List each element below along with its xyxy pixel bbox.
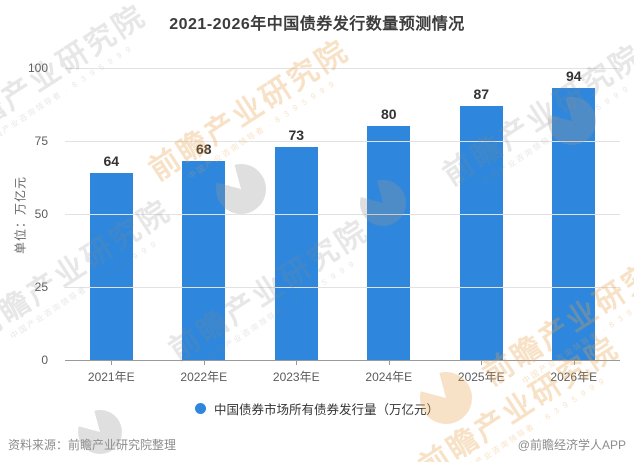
x-axis-slot: 2021年E xyxy=(65,361,158,386)
bar-slot: 94 xyxy=(528,68,621,360)
footer: 资料来源：前瞻产业研究院整理 @前瞻经济学人APP xyxy=(8,436,626,453)
x-axis-tick xyxy=(481,361,483,365)
gridline xyxy=(65,68,620,69)
bar-slot: 73 xyxy=(250,68,343,360)
x-axis-tick-label: 2021年E xyxy=(87,370,135,384)
x-axis-tick xyxy=(203,361,205,365)
source-note: 资料来源：前瞻产业研究院整理 xyxy=(8,438,177,452)
x-axis-tick xyxy=(573,361,575,365)
x-axis-tick-label: 2022年E xyxy=(180,370,228,384)
bar-value-label: 73 xyxy=(288,126,305,143)
x-axis-slot: 2022年E xyxy=(158,361,251,386)
bar-2024年E[interactable] xyxy=(367,126,411,360)
chart-title: 2021-2026年中国债券发行数量预测情况 xyxy=(169,16,465,33)
y-axis-tick-label: 75 xyxy=(34,134,48,148)
bar-2023年E[interactable] xyxy=(274,146,318,360)
gridline xyxy=(65,141,620,142)
x-axis-tick xyxy=(111,361,113,365)
x-axis-tick-label: 2026年E xyxy=(550,370,598,384)
bar-slot: 64 xyxy=(65,68,158,360)
bar-2021年E[interactable] xyxy=(89,173,133,360)
x-axis-tick xyxy=(388,361,390,365)
brand-note: @前瞻经济学人APP xyxy=(517,438,626,452)
bar-value-label: 80 xyxy=(380,106,397,123)
x-axis-tick-label: 2025年E xyxy=(457,370,505,384)
plot-area: 64 68 73 80 87 94 xyxy=(65,68,620,361)
x-axis-slot: 2026年E xyxy=(528,361,621,386)
bar-2026年E[interactable] xyxy=(552,88,596,360)
bar-value-label: 87 xyxy=(473,85,490,102)
legend-marker-icon xyxy=(194,403,206,414)
bar-value-label: 64 xyxy=(103,153,120,170)
bar-slot: 80 xyxy=(343,68,436,360)
bar-slot: 68 xyxy=(158,68,251,360)
x-axis-tick xyxy=(296,361,298,365)
x-axis-slot: 2023年E xyxy=(250,361,343,386)
x-axis-slot: 2025年E xyxy=(435,361,528,386)
legend-label: 中国债券市场所有债券发行量（万亿元） xyxy=(213,403,439,417)
x-axis-labels: 2021年E 2022年E 2023年E 2024年E 2025年E 2026年E xyxy=(65,361,620,386)
bar-2025年E[interactable] xyxy=(459,105,503,360)
x-axis-slot: 2024年E xyxy=(343,361,436,386)
bar-slot: 87 xyxy=(435,68,528,360)
x-axis-tick-label: 2024年E xyxy=(365,370,413,384)
gridline xyxy=(65,214,620,215)
gridline xyxy=(65,287,620,288)
legend[interactable]: 中国债券市场所有债券发行量（万亿元） xyxy=(0,399,634,418)
y-axis-tick-label: 50 xyxy=(34,207,48,221)
bar-2022年E[interactable] xyxy=(182,161,226,360)
bar-value-label: 68 xyxy=(195,141,212,158)
y-axis-tick-label: 100 xyxy=(27,61,48,75)
y-axis-tick-label: 0 xyxy=(41,353,48,367)
y-axis-tick-label: 25 xyxy=(34,280,48,294)
bars-row: 64 68 73 80 87 94 xyxy=(65,68,620,360)
x-axis-tick-label: 2023年E xyxy=(272,370,320,384)
bar-value-label: 94 xyxy=(565,68,582,84)
y-axis-labels: 0 25 50 75 100 xyxy=(0,61,56,367)
